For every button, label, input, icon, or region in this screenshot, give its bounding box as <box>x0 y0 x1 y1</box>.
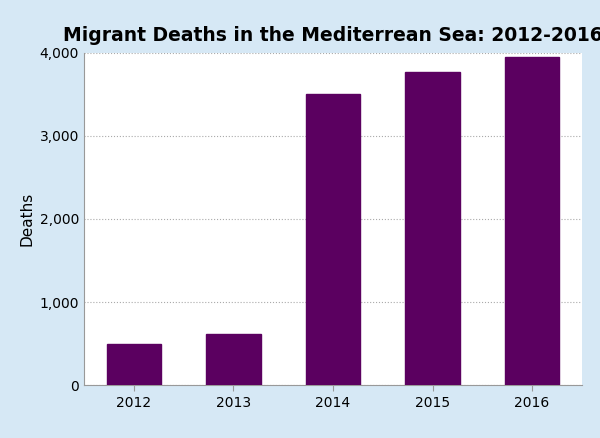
Bar <box>405 72 460 385</box>
Bar <box>206 334 261 385</box>
Bar <box>305 94 361 385</box>
Bar <box>505 57 559 385</box>
Title: Migrant Deaths in the Mediterrean Sea: 2012-2016: Migrant Deaths in the Mediterrean Sea: 2… <box>63 26 600 46</box>
Bar <box>107 344 161 385</box>
Y-axis label: Deaths: Deaths <box>19 192 34 246</box>
